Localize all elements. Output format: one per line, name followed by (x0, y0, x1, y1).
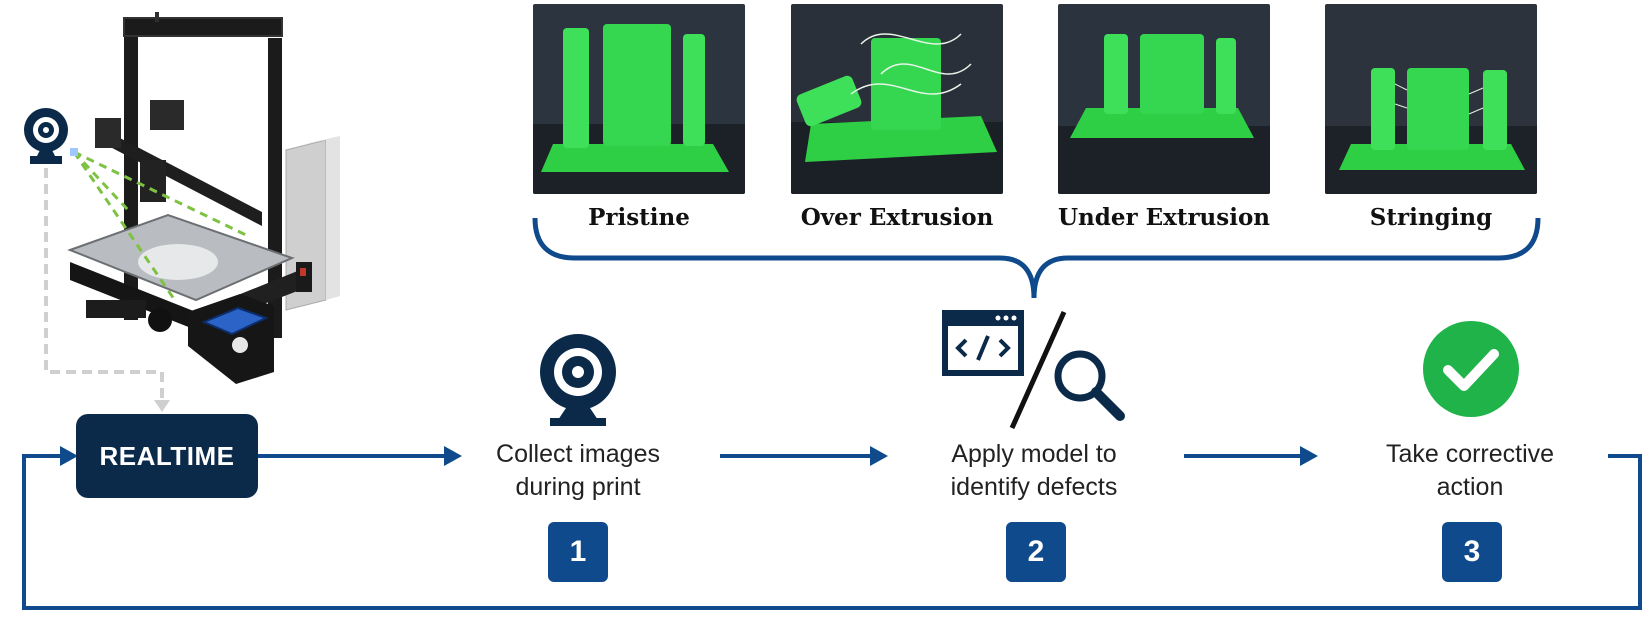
green-check-icon (1423, 321, 1519, 417)
step2-line1: Apply model to (951, 440, 1117, 468)
step1-text: Collect images during print (428, 438, 728, 504)
under-extrusion-print-photo (1058, 4, 1270, 194)
step2-line2: identify defects (950, 473, 1118, 501)
over-extrusion-print-photo (791, 4, 1003, 194)
pristine-print-photo (533, 4, 745, 194)
step3-text: Take corrective action (1320, 438, 1620, 504)
defect-label-over-extrusion: Over Extrusion (800, 204, 994, 231)
printer-webcam-icon (24, 108, 68, 164)
slash-divider (1009, 310, 1067, 430)
code-window-and-magnifier-icon (942, 310, 1125, 430)
webcam-icon (540, 334, 616, 426)
defect-label-under-extrusion: Under Extrusion (1057, 204, 1271, 231)
step1-line1: Collect images (496, 440, 660, 468)
stringing-print-photo (1325, 4, 1537, 194)
defect-label-stringing: Stringing (1369, 204, 1493, 231)
step3-line1: Take corrective (1385, 440, 1555, 468)
step3-badge: 3 (1442, 522, 1502, 582)
feedback-loop-line (22, 454, 1642, 610)
realtime-box: REALTIME (76, 414, 258, 498)
step3-line2: action (1436, 473, 1504, 501)
3d-printer-illustration (24, 12, 340, 412)
magnifier-icon (1054, 350, 1125, 421)
step2-text: Apply model to identify defects (884, 438, 1184, 504)
code-window-icon (942, 310, 1024, 376)
defect-label-pristine: Pristine (588, 204, 690, 231)
defect-classes-brace (532, 217, 1541, 299)
step2-badge: 2 (1006, 522, 1066, 582)
step1-badge: 1 (548, 522, 608, 582)
step1-line2: during print (515, 473, 641, 501)
